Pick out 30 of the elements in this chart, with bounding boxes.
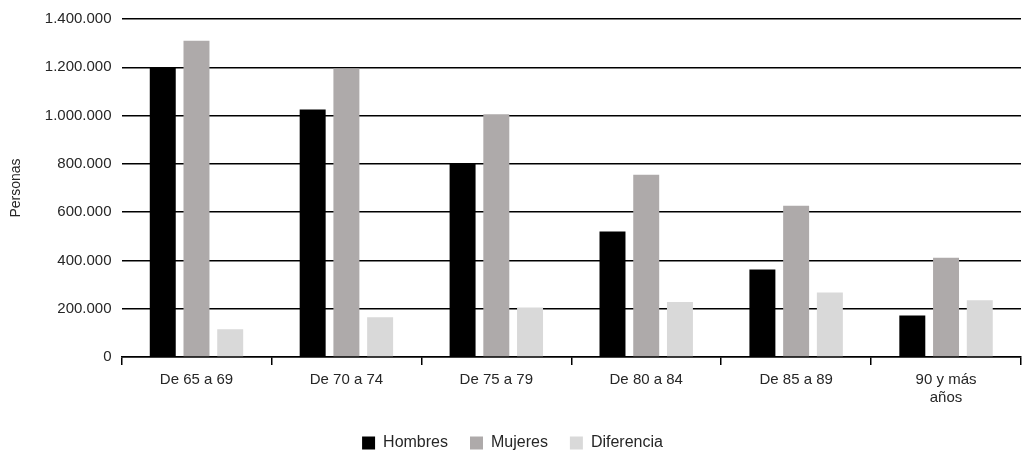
x-tick-label: De 85 a 89 [759,370,833,388]
y-tick-label: 800.000 [57,154,112,171]
y-tick-label: 400.000 [57,250,112,268]
y-tick-label: 0 [103,347,112,365]
x-tick-label: De 65 a 69 [159,370,234,388]
bar [816,292,843,357]
bar [483,114,510,357]
x-tick-label: De 70 a 74 [309,370,384,388]
legend-label: Diferencia [590,433,664,451]
bar [633,174,660,357]
y-tick-label: 600.000 [57,202,112,220]
x-tick-label: De 80 a 84 [609,370,683,388]
y-tick-label: 200.000 [57,298,112,316]
bar [217,329,244,357]
y-tick-label: 1.000.000 [44,105,112,123]
y-axis-title: Personas [7,158,24,218]
legend-label: Hombres [383,433,448,451]
x-tick-label: De 75 a 79 [459,370,534,388]
bar [367,317,394,357]
bar [333,68,360,357]
bar [966,300,993,357]
bar [933,257,960,357]
bar [783,205,810,357]
y-tick-label: 1.200.000 [44,57,112,75]
legend-label: Mujeres [490,433,548,451]
x-tick-label: 90 y más años [915,370,977,406]
bar [517,307,544,357]
bar [183,40,210,357]
bar [666,301,693,357]
y-tick-label: 1.400.000 [44,9,112,27]
